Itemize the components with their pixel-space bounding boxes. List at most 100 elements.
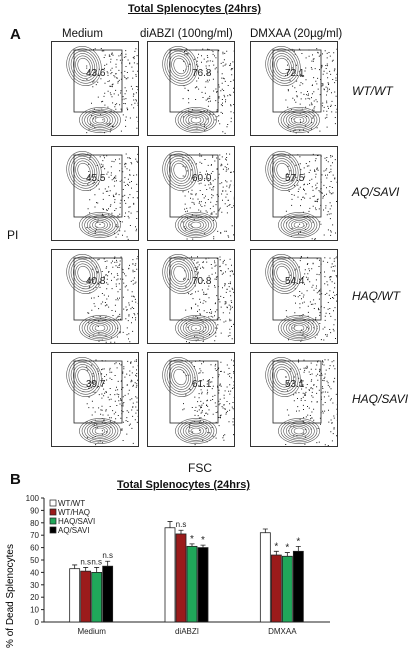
bar — [164, 527, 176, 623]
x-tick-label: DMXAA — [268, 627, 297, 636]
error-bar — [72, 564, 78, 569]
flow-density-graphic — [66, 357, 138, 446]
column-header-medium: Medium — [62, 28, 103, 40]
error-bar — [105, 560, 111, 567]
flow-density-graphic — [265, 357, 337, 446]
y-tick-label: 90 — [30, 506, 39, 515]
gate-percentage: 72.1 — [285, 68, 305, 79]
bar — [80, 570, 92, 623]
significance-label: n.s — [91, 557, 102, 566]
flow-density-graphic — [265, 254, 337, 342]
gate-percentage: 53.1 — [285, 379, 305, 390]
legend-swatch — [49, 526, 57, 534]
y-tick-label: 100 — [26, 494, 40, 503]
gate-percentage: 70.8 — [192, 276, 212, 287]
bar — [91, 572, 103, 623]
significance-label: * — [201, 535, 205, 546]
significance-label: n.s — [102, 551, 113, 560]
error-bar — [83, 567, 89, 572]
significance-label: * — [190, 534, 194, 545]
flow-plot: 57.5 — [250, 146, 338, 241]
y-tick-label: 10 — [30, 606, 39, 615]
gate-percentage: 40.8 — [86, 276, 106, 287]
y-tick-label: 50 — [30, 556, 39, 565]
y-axis-label-pi: PI — [7, 228, 19, 242]
y-tick-label: 0 — [35, 618, 40, 627]
error-bar — [94, 567, 100, 573]
bar — [69, 568, 81, 623]
bar — [270, 554, 282, 623]
flow-plot: 70.8 — [147, 249, 235, 344]
bar — [102, 565, 114, 623]
bar — [281, 555, 293, 623]
gate-percentage: 39.7 — [86, 379, 106, 390]
row-label-wt-wt: WT/WT — [352, 84, 393, 98]
legend-label: WT/WT — [58, 499, 85, 508]
y-tick-label: 70 — [30, 531, 39, 540]
flow-density-graphic — [162, 151, 234, 240]
significance-label: * — [296, 536, 300, 547]
legend-label: WT/HAQ — [58, 508, 90, 517]
legend-label: AQ/SAVI — [58, 526, 89, 535]
bar — [175, 533, 187, 623]
bar — [292, 550, 304, 623]
x-tick-label: Medium — [77, 627, 106, 636]
flow-plot: 39.7 — [51, 352, 139, 447]
bar — [197, 547, 209, 623]
flow-plot: 45.5 — [51, 146, 139, 241]
row-label-aq-savi: AQ/SAVI — [352, 185, 400, 199]
y-tick-label: 30 — [30, 581, 39, 590]
flow-density-graphic — [66, 151, 138, 240]
y-axis-label: % of Dead Splenocytes — [5, 544, 16, 648]
flow-plot: 76.8 — [147, 41, 235, 136]
error-bar — [262, 528, 268, 533]
gate-percentage: 61.1 — [192, 379, 212, 390]
panel-b-letter: B — [10, 471, 21, 488]
gate-percentage: 43.6 — [86, 68, 106, 79]
row-label-haq-savi: HAQ/SAVI — [352, 392, 409, 406]
bar — [259, 532, 271, 623]
error-bar — [273, 550, 279, 556]
flow-density-graphic — [66, 46, 138, 134]
legend-label: HAQ/SAVI — [58, 517, 95, 526]
y-tick-label: 40 — [30, 568, 39, 577]
column-header-dmxaa: DMXAA (20µg/ml) — [250, 28, 343, 40]
error-bar — [167, 521, 173, 528]
flow-plot: 72.1 — [250, 41, 338, 136]
bar — [186, 545, 198, 623]
flow-plot: 61.1 — [147, 352, 235, 447]
flow-density-graphic — [162, 254, 234, 343]
error-bar — [189, 543, 195, 547]
error-bar — [295, 545, 301, 552]
significance-label: * — [285, 543, 289, 554]
flow-plot: 53.1 — [250, 352, 338, 447]
error-bar — [200, 544, 206, 548]
gate-percentage: 76.8 — [192, 68, 212, 79]
flow-density-graphic — [162, 46, 234, 134]
x-tick-label: diABZI — [175, 627, 199, 636]
significance-label: * — [274, 541, 278, 552]
y-tick-label: 60 — [30, 544, 39, 553]
gate-percentage: 57.5 — [285, 173, 305, 184]
y-tick-label: 80 — [30, 519, 39, 528]
error-bar — [284, 552, 290, 557]
legend-swatch — [49, 517, 57, 525]
flow-plot: 40.8 — [51, 249, 139, 344]
gate-percentage: 54.4 — [285, 276, 305, 287]
error-bar — [178, 529, 184, 534]
flow-plot: 43.6 — [51, 41, 139, 136]
x-axis-label-fsc: FSC — [188, 461, 212, 475]
gate-percentage: 45.5 — [86, 173, 106, 184]
legend-swatch — [49, 508, 57, 516]
column-header-diabzi: diABZI (100ng/ml) — [140, 28, 233, 40]
panel-b-title: Total Splenocytes (24hrs) — [117, 479, 251, 491]
flow-density-graphic — [66, 254, 138, 343]
flow-plot: 54.4 — [250, 249, 338, 344]
significance-label: n.s — [176, 520, 187, 529]
flow-plot: 60.0 — [147, 146, 235, 241]
flow-density-graphic — [265, 46, 337, 134]
figure-title: Total Splenocytes (24hrs) — [128, 3, 262, 15]
y-tick-label: 20 — [30, 593, 39, 602]
gate-percentage: 60.0 — [192, 173, 212, 184]
flow-density-graphic — [265, 151, 337, 240]
